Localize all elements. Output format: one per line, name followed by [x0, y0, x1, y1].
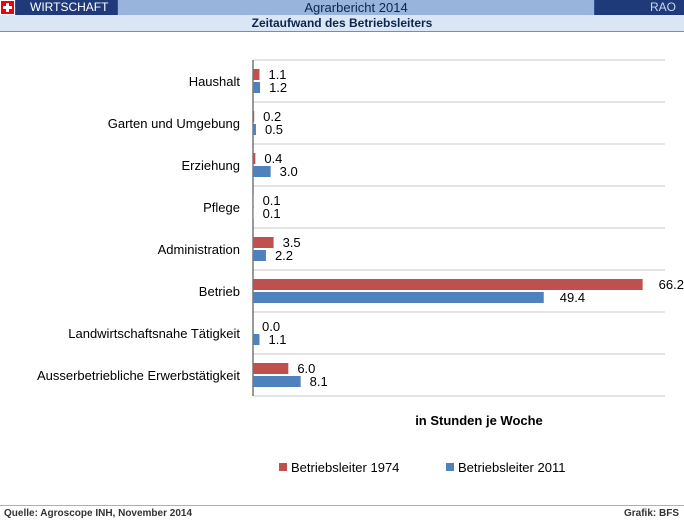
data-label: 0.5 — [265, 122, 283, 137]
data-label: 1.1 — [268, 332, 286, 347]
category-label: Betrieb — [199, 284, 240, 299]
data-label: 3.0 — [280, 164, 298, 179]
bar-1974 — [253, 111, 255, 122]
legend-swatch-2011 — [446, 463, 454, 471]
data-label: 66.2 — [659, 277, 684, 292]
bar-1974 — [253, 279, 643, 290]
bar-2011 — [253, 250, 266, 261]
category-label: Pflege — [203, 200, 240, 215]
data-label: 49.4 — [560, 290, 585, 305]
data-label: 0.4 — [264, 151, 282, 166]
bar-1974 — [253, 153, 256, 164]
data-label: 1.1 — [268, 67, 286, 82]
category-label: Haushalt — [189, 74, 241, 89]
bar-1974 — [253, 69, 260, 80]
data-label: 1.2 — [269, 80, 287, 95]
report-title: Agrarbericht 2014 — [118, 0, 594, 15]
category-label: Administration — [158, 242, 240, 257]
bar-1974 — [253, 363, 289, 374]
category-label: Landwirtschaftsnahe Tätigkeit — [68, 326, 240, 341]
section-label: WIRTSCHAFT — [16, 0, 117, 15]
chart-title: Zeitaufwand des Betriebsleiters — [0, 15, 684, 31]
category-label: Garten und Umgebung — [108, 116, 240, 131]
bar-2011 — [253, 166, 271, 177]
swiss-flag-icon — [0, 0, 15, 15]
grafik-credit: Grafik: BFS — [623, 508, 679, 519]
rao-badge: RAO — [595, 0, 684, 15]
data-label: 8.1 — [310, 374, 328, 389]
bar-1974 — [253, 195, 254, 206]
footer: Quelle: Agroscope INH, November 2014 Gra… — [0, 505, 684, 521]
legend-label-1974: Betriebsleiter 1974 — [291, 460, 399, 475]
data-label: 0.2 — [263, 109, 281, 124]
bar-2011 — [253, 82, 261, 93]
bar-2011 — [253, 376, 301, 387]
bar-chart: Haushalt Garten und Umgebung Erziehung Pfle… — [37, 59, 684, 475]
data-label: 6.0 — [297, 361, 315, 376]
x-axis-label: in Stunden je Woche — [415, 413, 543, 428]
bar-1974 — [253, 237, 274, 248]
data-label: 0.1 — [263, 193, 281, 208]
category-label: Ausserbetriebliche Erwerbstätigkeit — [37, 368, 240, 383]
category-label: Erziehung — [181, 158, 240, 173]
data-label: 0.1 — [263, 206, 281, 221]
bar-2011 — [253, 124, 256, 135]
header-divider — [0, 31, 684, 32]
data-label: 0.0 — [262, 319, 280, 334]
data-label: 2.2 — [275, 248, 293, 263]
bar-2011 — [253, 292, 544, 303]
legend-swatch-1974 — [279, 463, 287, 471]
legend-label-2011: Betriebsleiter 2011 — [458, 460, 565, 475]
source-note: Quelle: Agroscope INH, November 2014 — [4, 508, 193, 519]
data-label: 3.5 — [283, 235, 301, 250]
bar-2011 — [253, 208, 254, 219]
bar-2011 — [253, 334, 260, 345]
